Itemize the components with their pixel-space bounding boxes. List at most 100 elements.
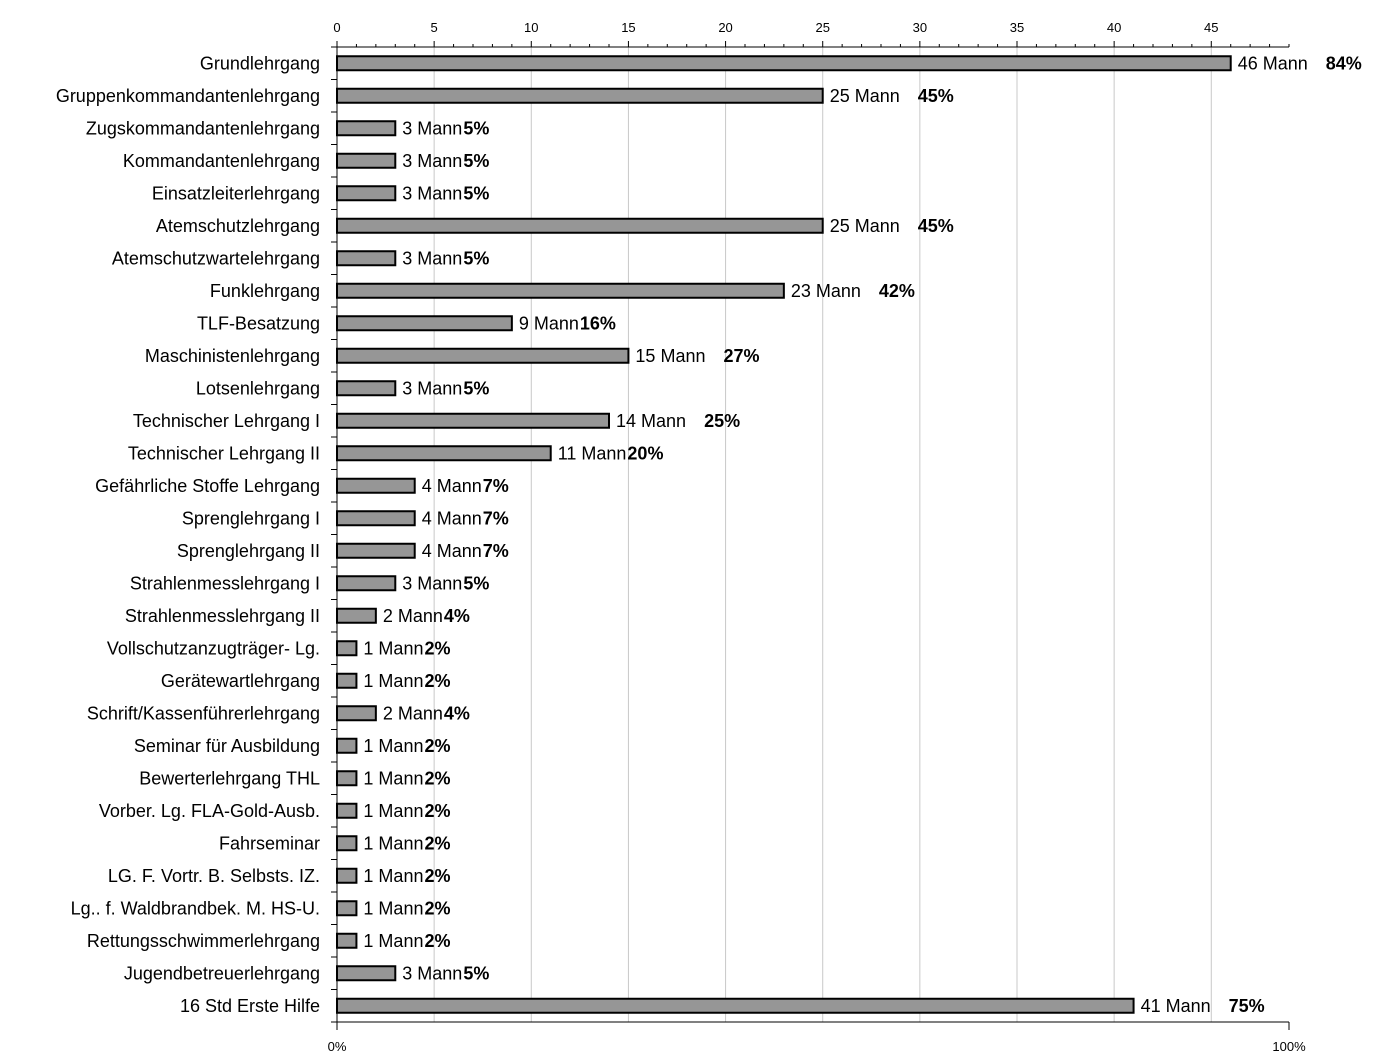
category-label: Strahlenmesslehrgang I — [130, 573, 320, 593]
category-label: Rettungsschwimmerlehrgang — [87, 931, 320, 951]
percent-label: 2% — [424, 866, 450, 886]
x-tick-label: 0 — [333, 20, 340, 35]
percent-label: 2% — [424, 833, 450, 853]
bar — [336, 217, 824, 234]
category-label: Maschinistenlehrgang — [145, 346, 320, 366]
bar — [336, 640, 358, 657]
bars — [336, 55, 1232, 1014]
value-label: 1 Mann — [363, 833, 423, 853]
value-label: 3 Mann — [402, 248, 462, 268]
value-label: 25 Mann — [830, 216, 900, 236]
bar — [336, 445, 552, 462]
percent-label: 7% — [483, 541, 509, 561]
bar — [336, 55, 1232, 72]
bar — [336, 737, 358, 754]
value-label: 1 Mann — [363, 898, 423, 918]
percent-label: 2% — [424, 898, 450, 918]
value-label: 1 Mann — [363, 801, 423, 821]
x-tick-label: 40 — [1107, 20, 1121, 35]
category-label: Einsatzleiterlehrgang — [152, 183, 320, 203]
value-label: 2 Mann — [383, 703, 443, 723]
bar — [336, 152, 397, 169]
percent-label: 2% — [424, 801, 450, 821]
bar — [336, 802, 358, 819]
bar — [336, 120, 397, 137]
value-label: 1 Mann — [363, 768, 423, 788]
category-label: Grundlehrgang — [200, 53, 320, 73]
value-label: 25 Mann — [830, 86, 900, 106]
category-label: Jugendbetreuerlehrgang — [124, 963, 320, 983]
value-label: 2 Mann — [383, 606, 443, 626]
bar — [336, 347, 630, 364]
percent-label: 5% — [463, 573, 489, 593]
x-tick-label: 5 — [431, 20, 438, 35]
percent-label: 2% — [424, 931, 450, 951]
category-label: Atemschutzlehrgang — [156, 216, 320, 236]
bar — [336, 380, 397, 397]
category-label: Fahrseminar — [219, 833, 320, 853]
category-label: Funklehrgang — [210, 281, 320, 301]
percent-label: 27% — [723, 346, 759, 366]
value-label: 46 Mann — [1238, 53, 1308, 73]
value-label: 4 Mann — [422, 476, 482, 496]
percent-label: 42% — [879, 281, 915, 301]
value-label: 4 Mann — [422, 508, 482, 528]
category-label: Bewerterlehrgang THL — [139, 768, 320, 788]
category-label: Sprenglehrgang II — [177, 541, 320, 561]
value-label: 1 Mann — [363, 736, 423, 756]
value-label: 23 Mann — [791, 281, 861, 301]
x-tick-label: 25 — [815, 20, 829, 35]
value-label: 41 Mann — [1141, 996, 1211, 1016]
category-label: Gerätewartlehrgang — [161, 671, 320, 691]
bar — [336, 997, 1135, 1014]
category-label: Kommandantenlehrgang — [123, 151, 320, 171]
category-label: Lg.. f. Waldbrandbek. M. HS-U. — [71, 898, 320, 918]
bar — [336, 575, 397, 592]
percent-label: 4% — [444, 606, 470, 626]
category-label: 16 Std Erste Hilfe — [180, 996, 320, 1016]
category-label: Vorber. Lg. FLA-Gold-Ausb. — [99, 801, 320, 821]
labels: Grundlehrgang 46 Mann 84% Gruppenkommandant… — [56, 53, 1362, 1016]
category-label: Technischer Lehrgang I — [133, 411, 320, 431]
bar — [336, 542, 416, 559]
value-label: 1 Mann — [363, 866, 423, 886]
bar — [336, 867, 358, 884]
bar — [336, 250, 397, 267]
percent-label: 25% — [704, 411, 740, 431]
percent-label: 2% — [424, 638, 450, 658]
percent-label: 84% — [1326, 53, 1362, 73]
bar — [336, 282, 785, 299]
value-label: 15 Mann — [635, 346, 705, 366]
value-label: 3 Mann — [402, 378, 462, 398]
percent-label: 5% — [463, 183, 489, 203]
x-tick-label: 35 — [1010, 20, 1024, 35]
x-tick-label: 20 — [718, 20, 732, 35]
percent-label: 2% — [424, 736, 450, 756]
category-label: Schrift/Kassenführerlehrgang — [87, 703, 320, 723]
category-label: Gruppenkommandantenlehrgang — [56, 86, 320, 106]
bar — [336, 900, 358, 917]
value-label: 14 Mann — [616, 411, 686, 431]
x-tick-label: 30 — [913, 20, 927, 35]
percent-label: 75% — [1229, 996, 1265, 1016]
category-label: TLF-Besatzung — [197, 313, 320, 333]
bar — [336, 835, 358, 852]
category-label: Zugskommandantenlehrgang — [86, 118, 320, 138]
bar — [336, 607, 377, 624]
percent-label: 5% — [463, 963, 489, 983]
x-tick-label: 10 — [524, 20, 538, 35]
percent-label: 5% — [463, 248, 489, 268]
category-label: Atemschutzwartelehrgang — [112, 248, 320, 268]
percent-label: 2% — [424, 671, 450, 691]
percent-label: 7% — [483, 508, 509, 528]
value-label: 4 Mann — [422, 541, 482, 561]
bar — [336, 477, 416, 494]
value-label: 3 Mann — [402, 183, 462, 203]
value-label: 3 Mann — [402, 573, 462, 593]
category-label: Vollschutzanzugträger- Lg. — [107, 638, 320, 658]
category-label: Technischer Lehrgang II — [128, 443, 320, 463]
bar — [336, 932, 358, 949]
category-label: Sprenglehrgang I — [182, 508, 320, 528]
value-label: 1 Mann — [363, 671, 423, 691]
bar — [336, 770, 358, 787]
